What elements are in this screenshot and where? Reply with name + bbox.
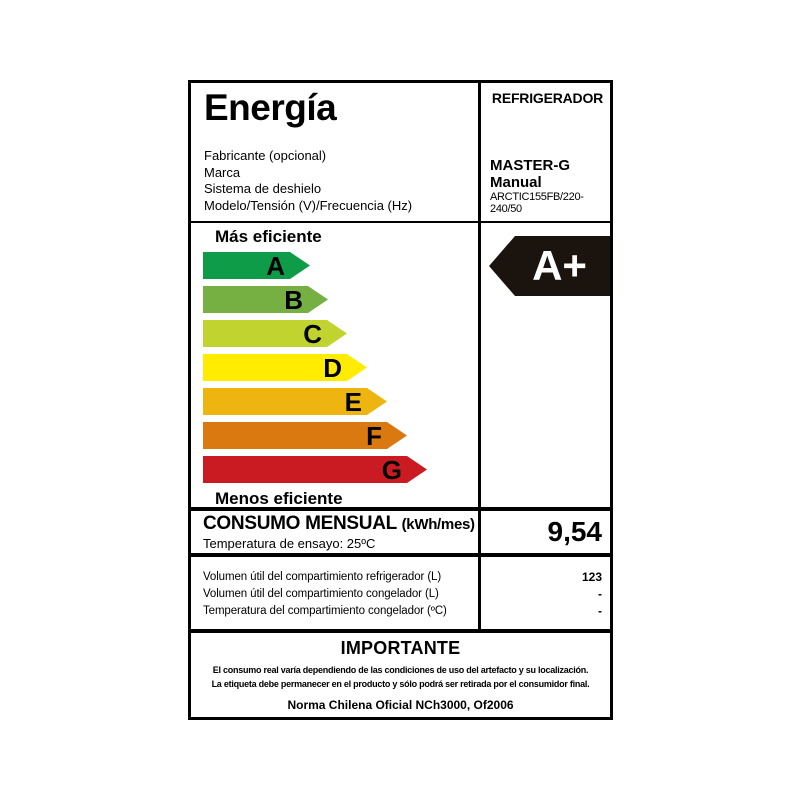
header-left: Energía Fabricante (opcional) Marca Sist… <box>191 83 478 221</box>
field-label-deshielo: Sistema de deshielo <box>204 181 322 196</box>
defrost-system-value: Manual <box>490 174 542 191</box>
field-label-modelo: Modelo/Tensión (V)/Frecuencia (Hz) <box>204 197 413 213</box>
details-labels: Volumen útil del compartimiento refriger… <box>191 557 478 629</box>
efficiency-letter-c: C <box>303 318 322 349</box>
importante-norm: Norma Chilena Oficial NCh3000, Of2006 <box>287 698 514 712</box>
detail-value-temperatura: - <box>598 604 602 618</box>
efficiency-letter-g: G <box>381 454 402 485</box>
energy-label: Energía Fabricante (opcional) Marca Sist… <box>188 80 613 720</box>
consumption-unit: (kWh/mes) <box>401 516 475 533</box>
efficiency-scale: Más eficiente A B C D E F G Menos efic <box>191 223 478 507</box>
importante-section: IMPORTANTE El consumo real varía dependi… <box>191 629 610 717</box>
efficiency-arrow-a: A <box>203 252 310 279</box>
efficiency-letter-d: D <box>323 352 342 383</box>
header-right: REFRIGERADOR MASTER-G Manual ARCTIC155FB… <box>478 83 610 221</box>
efficiency-letter-e: E <box>344 386 362 417</box>
rating-arrow: A+ <box>489 236 610 296</box>
field-label-marca: Marca <box>204 164 241 180</box>
brand-value: MASTER-G <box>490 157 570 174</box>
field-label-fabricante: Fabricante (opcional) <box>204 148 327 163</box>
header-section: Energía Fabricante (opcional) Marca Sist… <box>191 83 610 223</box>
detail-label-temperatura: Temperatura del compartimiento congelado… <box>203 605 447 617</box>
field-labels: Fabricante (opcional) Marca Sistema de d… <box>204 148 478 214</box>
more-efficient-label: Más eficiente <box>215 227 322 246</box>
efficiency-arrow-b: B <box>203 286 328 313</box>
importante-line-1: El consumo real varía dependiendo de las… <box>212 665 589 675</box>
efficiency-arrow-d: D <box>203 354 367 381</box>
rating-grade: A+ <box>532 242 587 289</box>
consumption-value: 9,54 <box>478 511 610 553</box>
detail-label-congelador: Volumen útil del compartimiento congelad… <box>203 588 439 600</box>
details-section: Volumen útil del compartimiento refriger… <box>191 553 610 629</box>
importante-title: IMPORTANTE <box>340 638 461 658</box>
details-values: 123 - - <box>478 557 610 629</box>
consumption-subtitle: Temperatura de ensayo: 25ºC <box>203 536 376 551</box>
detail-value-refrigerador: 123 <box>581 570 602 584</box>
efficiency-arrow-c: C <box>203 320 347 347</box>
consumption-labels: CONSUMO MENSUAL (kWh/mes) Temperatura de… <box>191 511 478 553</box>
importante-line-2: La etiqueta debe permanecer en el produc… <box>211 679 590 689</box>
efficiency-scale-section: Más eficiente A B C D E F G Menos efic <box>191 223 610 507</box>
detail-value-congelador: - <box>598 587 602 601</box>
efficiency-arrow-g: G <box>203 456 427 483</box>
appliance-type: REFRIGERADOR <box>491 90 604 106</box>
detail-label-refrigerador: Volumen útil del compartimiento refriger… <box>203 571 442 583</box>
efficiency-letter-a: A <box>266 250 285 281</box>
consumption-title: CONSUMO MENSUAL (kWh/mes) <box>203 513 475 534</box>
efficiency-letter-b: B <box>284 284 303 315</box>
consumption-section: CONSUMO MENSUAL (kWh/mes) Temperatura de… <box>191 507 610 553</box>
page-title: Energía <box>204 87 337 128</box>
efficiency-arrow-e: E <box>203 388 387 415</box>
rating-cell: A+ <box>478 223 610 507</box>
efficiency-arrow-f: F <box>203 422 407 449</box>
efficiency-letter-f: F <box>366 420 382 451</box>
less-efficient-label: Menos eficiente <box>215 489 343 508</box>
model-value: ARCTIC155FB/220-240/50 <box>490 191 584 215</box>
